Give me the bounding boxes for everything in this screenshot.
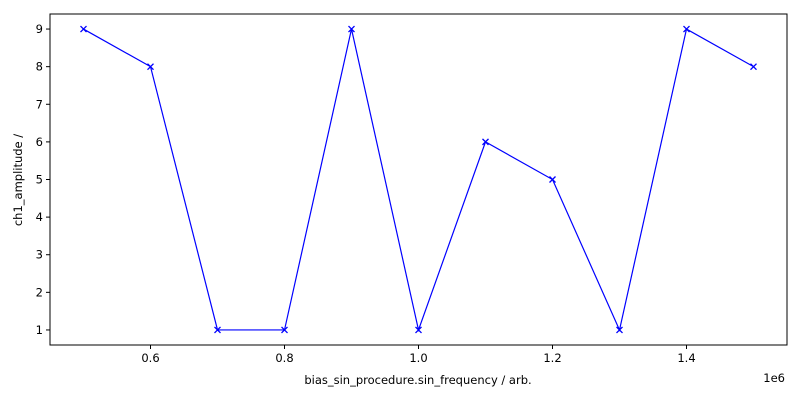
y-tick-label: 7 [36,97,43,111]
y-tick-label: 9 [36,22,43,36]
data-point-marker [281,326,288,334]
series-layer [80,25,757,334]
x-axis-offset-label: 1e6 [763,371,785,385]
x-tick-label: 1.4 [677,351,695,365]
data-point-marker [750,63,757,71]
x-tick-label: 1.0 [409,351,427,365]
data-point-marker [549,176,556,183]
x-axis: 0.6 0.8 1.0 1.2 1.4 [141,345,696,365]
x-tick-label: 0.8 [275,351,293,365]
data-point-marker [415,326,422,334]
data-point-marker [214,326,221,334]
plot-area [49,13,788,346]
data-point-marker [482,138,489,146]
y-tick-label: 8 [36,60,43,74]
y-tick-label: 5 [36,173,43,187]
y-tick-label: 2 [36,285,43,299]
data-point-marker [147,63,154,71]
y-axis: 1 2 3 4 5 6 7 8 9 [36,22,50,337]
data-point-marker [683,25,690,33]
data-point-marker [348,25,355,33]
x-axis-label: bias_sin_procedure.sin_frequency / arb. [304,373,531,387]
y-tick-label: 1 [36,323,43,337]
y-axis-label: ch1_amplitude / [11,134,25,226]
y-tick-label: 3 [36,248,43,262]
data-point-marker [80,25,87,33]
x-tick-label: 0.6 [141,351,159,365]
x-tick-label: 1.2 [543,351,561,365]
data-point-marker [616,326,623,334]
y-tick-label: 4 [36,210,43,224]
y-tick-label: 6 [36,135,43,149]
